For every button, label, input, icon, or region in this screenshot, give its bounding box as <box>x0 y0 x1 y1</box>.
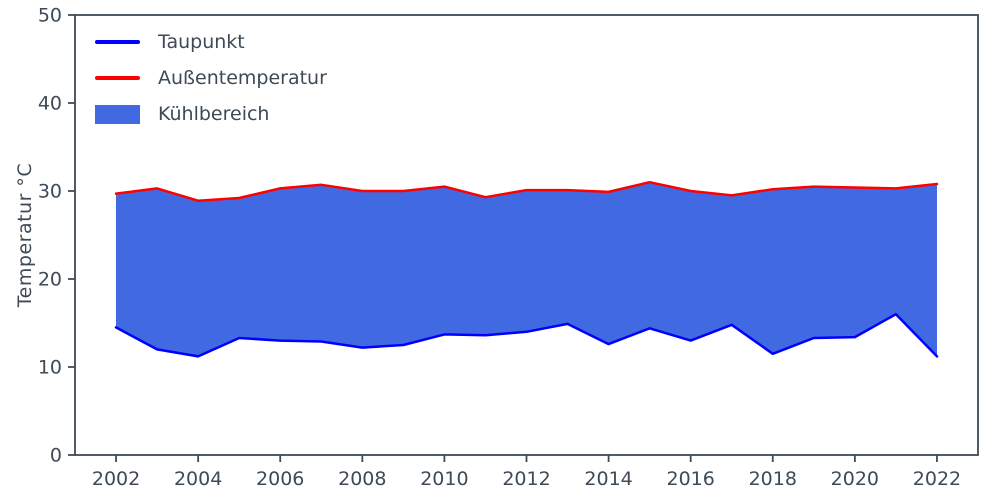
fill-area-kuehlbereich <box>116 182 937 357</box>
y-tick-label: 10 <box>38 357 62 379</box>
y-tick-label: 20 <box>38 269 62 291</box>
x-tick-label: 2022 <box>913 468 961 490</box>
x-tick-label: 2014 <box>584 468 632 490</box>
x-tick-label: 2004 <box>174 468 222 490</box>
legend-line-swatch-aussentemperatur <box>95 76 140 80</box>
x-tick-label: 2010 <box>420 468 468 490</box>
y-tick-label: 50 <box>38 5 62 27</box>
legend-label-kuehlbereich: Kühlbereich <box>158 103 270 125</box>
y-axis-label: Temperatur °C <box>14 162 36 308</box>
series-line-außentemperatur <box>114 180 939 202</box>
legend-patch-swatch-kuehlbereich <box>95 104 140 124</box>
x-tick-label: 2002 <box>92 468 140 490</box>
x-tick-label: 2008 <box>338 468 386 490</box>
series-line-taupunkt <box>114 312 939 358</box>
x-tick-label: 2006 <box>256 468 304 490</box>
legend-item-taupunkt: Taupunkt <box>95 30 327 54</box>
x-tick-label: 2018 <box>749 468 797 490</box>
legend-label-taupunkt: Taupunkt <box>158 31 245 53</box>
x-tick-label: 2012 <box>502 468 550 490</box>
legend-item-aussentemperatur: Außentemperatur <box>95 66 327 90</box>
y-tick-label: 40 <box>38 93 62 115</box>
legend-line-swatch-taupunkt <box>95 40 140 44</box>
legend-item-kuehlbereich: Kühlbereich <box>95 102 327 126</box>
y-tick-label: 30 <box>38 181 62 203</box>
y-tick-label: 0 <box>50 445 62 467</box>
x-tick-label: 2020 <box>831 468 879 490</box>
x-tick-label: 2016 <box>667 468 715 490</box>
legend: Taupunkt Außentemperatur Kühlbereich <box>95 30 327 126</box>
legend-label-aussentemperatur: Außentemperatur <box>158 67 327 89</box>
